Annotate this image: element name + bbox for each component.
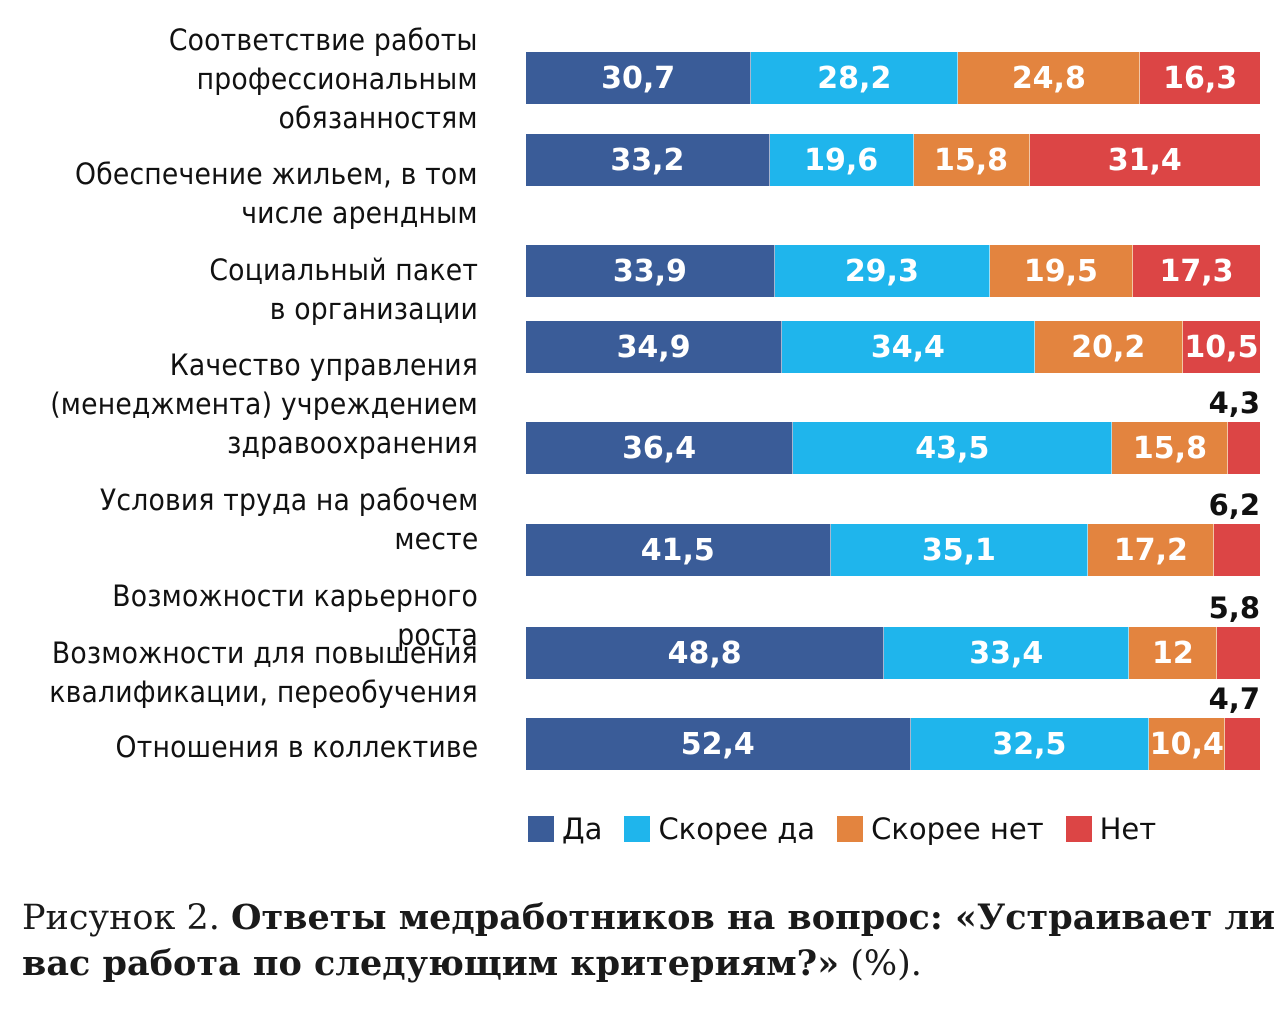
bar-segment [1225, 718, 1260, 770]
bar-segment: 29,3 [774, 245, 990, 297]
bar-segment: 17,2 [1088, 524, 1215, 576]
bar-segment [1214, 524, 1260, 576]
bar-segment: 28,2 [751, 52, 959, 104]
bar-segment: 30,7 [526, 52, 752, 104]
legend-label: Скорее нет [871, 812, 1044, 846]
data-label: 12 [1151, 635, 1194, 671]
legend-swatch [1065, 816, 1092, 842]
bar-segment: 33,2 [526, 134, 770, 186]
bar-segment: 17,3 [1132, 245, 1260, 297]
bar-segment: 34,4 [782, 321, 1035, 373]
data-label: 35,1 [921, 532, 996, 568]
data-label: 43,5 [915, 430, 990, 466]
legend-swatch [528, 816, 554, 842]
data-label: 16,3 [1163, 60, 1238, 96]
data-label: 20,2 [1071, 329, 1146, 365]
bar-segment: 10,4 [1149, 718, 1226, 770]
legend-item: Скорее нет [837, 812, 1044, 846]
bar-row: 33,2 19,6 15,8 31,4 [526, 134, 1260, 186]
data-label: 15,8 [934, 142, 1009, 178]
caption-suffix: (%). [839, 944, 922, 984]
data-label: 52,4 [680, 726, 755, 762]
bar-segment: 19,5 [989, 245, 1133, 297]
data-label: 34,9 [616, 329, 691, 365]
data-label: 41,5 [640, 532, 715, 568]
stacked-bar-chart: Соответствие работы профессиональным обя… [49, 23, 1260, 770]
bar-segment: 32,5 [910, 718, 1150, 770]
figure-caption: Рисунок 2. Ответы медработников на вопро… [22, 895, 1282, 987]
bar-segment: 34,9 [526, 321, 783, 373]
bar-segment: 43,5 [793, 422, 1113, 474]
bar-segment [1217, 627, 1260, 679]
data-label: 19,5 [1023, 253, 1098, 289]
data-label: 31,4 [1107, 142, 1182, 178]
data-label: 4,3 [1208, 386, 1260, 420]
data-label: 10,4 [1149, 726, 1224, 762]
data-label: 33,2 [610, 142, 685, 178]
data-label: 29,3 [844, 253, 919, 289]
legend-label: Скорее да [658, 812, 816, 846]
bar-row: 48,8 33,4 12 [526, 627, 1260, 679]
bar-row: 52,4 32,5 10,4 [526, 718, 1260, 770]
category-label: Возможности для повышения квалификации, … [49, 636, 478, 709]
bar-segment: 16,3 [1140, 52, 1260, 104]
bar-segment: 15,8 [913, 134, 1030, 186]
bar-row: 30,7 28,2 24,8 16,3 [526, 52, 1260, 104]
data-label: 17,3 [1159, 253, 1234, 289]
category-label: Возможности карьерного роста [112, 579, 478, 652]
legend-item: Скорее да [624, 812, 815, 846]
caption-prefix: Рисунок 2. [22, 898, 231, 938]
bar-segment: 10,5 [1182, 321, 1260, 373]
bar-segment: 20,2 [1034, 321, 1183, 373]
bar-row: 33,9 29,3 19,5 17,3 [526, 245, 1260, 297]
caption-title: Ответы медработников на вопрос: «Устраив… [22, 897, 1276, 984]
data-label: 48,8 [667, 635, 742, 671]
bar-row: 36,4 43,5 15,8 [526, 422, 1260, 474]
bar-row: 41,5 35,1 17,2 [526, 524, 1260, 576]
data-label: 19,6 [804, 142, 879, 178]
data-label: 33,4 [969, 635, 1044, 671]
bar-segment: 48,8 [526, 627, 885, 679]
legend-item: Да [528, 812, 602, 846]
bar-segment: 19,6 [769, 134, 914, 186]
data-label: 24,8 [1011, 60, 1086, 96]
bar-segment: 15,8 [1112, 422, 1229, 474]
bar-segment: 36,4 [526, 422, 794, 474]
category-label: Обеспечение жильем, в том числе арендным [75, 157, 478, 230]
data-label: 4,7 [1208, 682, 1260, 716]
bar-segment: 35,1 [830, 524, 1089, 576]
bar-segment: 24,8 [958, 52, 1141, 104]
bar-segment: 12 [1129, 627, 1218, 679]
legend-swatch [837, 816, 864, 842]
bar-segment: 52,4 [526, 718, 911, 770]
data-label: 34,4 [870, 329, 945, 365]
category-label: Социальный пакет в организации [209, 253, 478, 326]
bar-row: 34,9 34,4 20,2 10,5 [526, 321, 1260, 373]
data-label: 10,5 [1184, 329, 1259, 365]
category-label: Условия труда на рабочем месте [99, 483, 478, 556]
data-label: 15,8 [1132, 430, 1207, 466]
chart-legend: Да Скорее да Скорее нет Нет [528, 812, 1156, 846]
data-label: 30,7 [601, 60, 676, 96]
data-label: 33,9 [612, 253, 687, 289]
bar-segment [1228, 422, 1260, 474]
data-label: 32,5 [992, 726, 1067, 762]
bar-segment: 33,4 [884, 627, 1130, 679]
category-label: Соответствие работы профессиональным обя… [169, 23, 478, 135]
bar-segment: 41,5 [526, 524, 831, 576]
category-label: Качество управления (менеджмента) учрежд… [50, 348, 478, 460]
legend-swatch [624, 816, 651, 842]
legend-label: Да [562, 812, 603, 846]
data-label: 6,2 [1208, 488, 1260, 522]
legend-item: Нет [1065, 812, 1157, 846]
bar-segment: 33,9 [526, 245, 775, 297]
data-label: 28,2 [817, 60, 892, 96]
legend-label: Нет [1099, 812, 1157, 846]
data-label: 5,8 [1208, 591, 1260, 625]
data-label: 36,4 [622, 430, 697, 466]
data-label: 17,2 [1113, 532, 1188, 568]
category-label: Отношения в коллективе [115, 730, 478, 764]
bar-segment: 31,4 [1029, 134, 1260, 186]
